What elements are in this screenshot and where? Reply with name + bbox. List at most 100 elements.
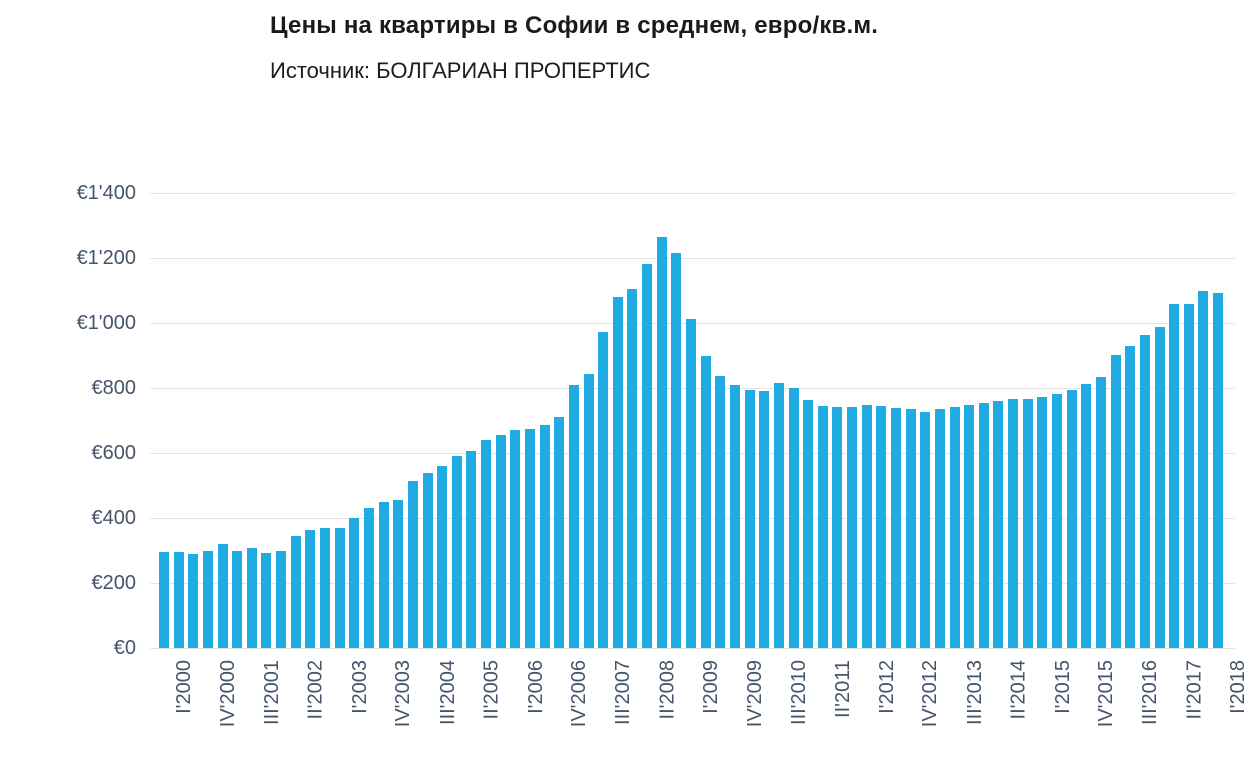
x-axis-label: IV'2003 [392, 660, 415, 728]
x-axis-label: I'2009 [700, 660, 723, 714]
bar-II'2017 [1169, 303, 1180, 649]
bar-I'2010 [744, 389, 755, 649]
bar-IV'2012 [905, 408, 916, 649]
bar-II'2008 [642, 263, 653, 649]
bar-II'2001 [232, 550, 243, 649]
x-axis-label: I'2003 [348, 660, 371, 714]
x-axis-label: II'2011 [831, 660, 854, 718]
bar-IV'2007 [612, 297, 623, 649]
x-axis-label: IV'2015 [1095, 660, 1118, 728]
bar-I'2012 [861, 404, 872, 649]
bar-III'2000 [188, 553, 199, 649]
bar-I'2005 [451, 455, 462, 649]
bar-II'2014 [993, 400, 1004, 649]
bar-III'2012 [891, 407, 901, 649]
x-axis-label: II'2005 [480, 660, 503, 720]
x-axis-label: II'2014 [1007, 660, 1030, 720]
bar-II'2013 [934, 408, 945, 649]
bar-I'2011 [803, 399, 814, 649]
bar-III'2010 [773, 383, 784, 649]
x-axis-label: II'2002 [304, 660, 327, 720]
bar-II'2003 [349, 517, 360, 649]
x-axis-label: III'2001 [260, 660, 283, 725]
bar-I'2013 [920, 411, 931, 649]
y-axis-label: €800 [91, 377, 137, 400]
bar-IV'2014 [1022, 398, 1033, 649]
bar-III'2003 [363, 507, 374, 649]
x-axis-label: IV'2000 [216, 660, 239, 728]
x-axis-label: III'2004 [436, 660, 459, 725]
bar-IV'2008 [671, 252, 682, 649]
x-axis-label: III'2010 [787, 660, 810, 725]
gridline [150, 648, 1235, 650]
bar-III'2001 [246, 548, 257, 649]
bar-IV'2010 [788, 387, 799, 649]
bar-II'2005 [466, 450, 477, 649]
bar-IV'2002 [320, 527, 331, 649]
bar-I'2001 [217, 543, 228, 649]
bar-III'2007 [598, 331, 609, 649]
y-axis-label: €200 [91, 572, 137, 595]
bar-III'2006 [539, 425, 550, 649]
x-axis-label: I'2006 [524, 660, 547, 714]
x-axis-label: I'2012 [875, 660, 898, 714]
y-axis-label: €600 [91, 442, 137, 465]
bar-III'2015 [1066, 389, 1077, 649]
bar-I'2002 [276, 551, 287, 649]
bar-IV'2011 [847, 406, 858, 649]
bar-II'2004 [407, 480, 418, 649]
gridline [150, 193, 1235, 194]
gridline [150, 258, 1235, 260]
bar-II'2002 [290, 536, 301, 649]
bar-IV'2015 [1081, 383, 1092, 649]
y-axis-label: €400 [91, 507, 137, 530]
bar-III'2014 [1008, 398, 1019, 649]
bar-IV'2000 [202, 551, 213, 649]
bar-II'2011 [817, 405, 828, 649]
y-axis-label: €0 [113, 637, 136, 660]
bar-II'2010 [759, 390, 770, 649]
x-axis-label: II'2008 [656, 660, 679, 720]
bar-III'2013 [949, 407, 960, 649]
bar-IV'2009 [729, 384, 740, 649]
x-axis-label: II'2017 [1183, 660, 1206, 720]
plot-area [150, 193, 1235, 650]
bar-III'2017 [1183, 303, 1194, 649]
bar-III'2002 [305, 529, 316, 649]
bar-IV'2003 [378, 502, 389, 649]
bar-I'2017 [1154, 327, 1165, 649]
bar-II'2006 [525, 428, 535, 649]
bar-IV'2004 [437, 466, 448, 649]
bar-IV'2017 [1198, 291, 1209, 649]
x-axis-label: IV'2006 [568, 660, 591, 728]
y-axis-label: €1'200 [76, 247, 136, 270]
bar-III'2016 [1125, 345, 1136, 649]
x-axis-label: IV'2009 [743, 660, 766, 728]
bar-I'2000 [159, 552, 169, 649]
bar-IV'2006 [554, 417, 565, 649]
bar-IV'2005 [495, 434, 506, 649]
bar-I'2007 [568, 384, 579, 649]
x-axis-label: I'2000 [173, 660, 195, 714]
bar-III'2004 [422, 472, 433, 649]
x-axis-label: I'2015 [1051, 660, 1074, 714]
bar-I'2006 [510, 429, 521, 649]
chart-source-subtitle: Источник: БОЛГАРИАН ПРОПЕРТИС [270, 58, 651, 83]
x-axis-label: III'2007 [612, 660, 635, 725]
y-axis-label: €1'400 [76, 182, 136, 204]
bar-IV'2001 [261, 552, 272, 649]
bar-III'2009 [715, 375, 726, 649]
bar-II'2012 [876, 405, 887, 649]
bar-I'2004 [393, 500, 404, 649]
bar-III'2005 [481, 439, 492, 649]
bar-I'2018 [1213, 292, 1224, 649]
bar-I'2009 [686, 318, 697, 649]
bar-I'2008 [627, 288, 638, 649]
x-axis-label: I'2018 [1227, 660, 1249, 714]
x-axis-label: IV'2012 [919, 660, 942, 728]
bar-IV'2013 [964, 405, 975, 649]
bar-IV'2016 [1139, 335, 1150, 649]
bar-III'2011 [832, 407, 843, 649]
x-axis-label: III'2013 [963, 660, 986, 725]
